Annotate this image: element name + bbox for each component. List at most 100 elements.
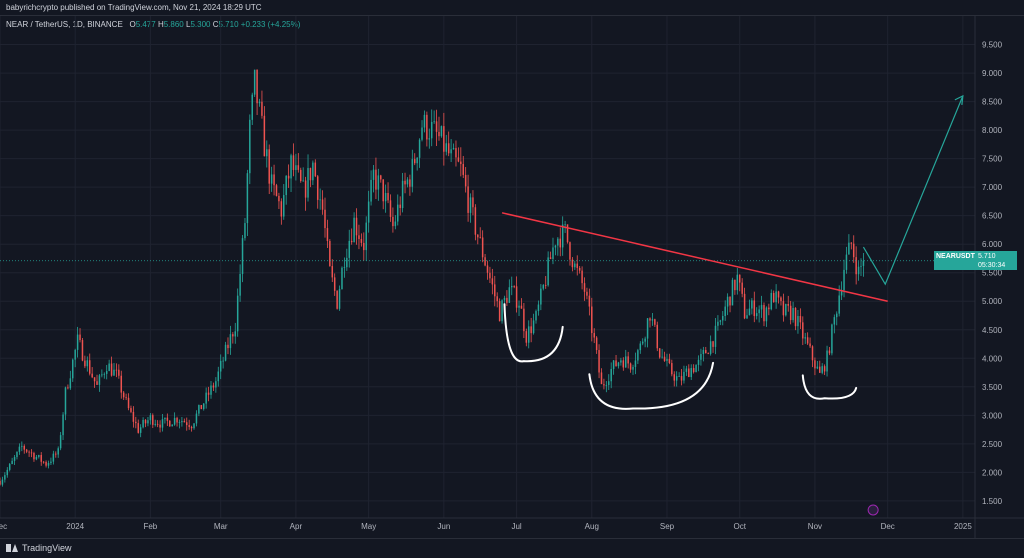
candle-body (658, 348, 661, 358)
candle-body (161, 419, 164, 428)
candle-body (445, 143, 448, 152)
price-tick-label: 8.000 (982, 126, 1003, 135)
candle-body (554, 245, 557, 248)
candle-body (564, 224, 566, 226)
candle-body (394, 221, 397, 227)
candle-body (719, 320, 722, 322)
candle-body (188, 425, 190, 427)
candle-body (772, 292, 775, 303)
candle-body (401, 180, 404, 209)
candle-body (193, 423, 195, 429)
candle-body (79, 334, 81, 341)
candle-body (38, 455, 40, 457)
candle-body (202, 403, 205, 410)
candle-body (840, 290, 843, 296)
candle-body (486, 265, 489, 273)
candle-body (714, 325, 717, 347)
candle-body (799, 316, 802, 323)
candle-body (768, 307, 770, 310)
candle-body (641, 341, 644, 344)
tradingview-logo[interactable]: TradingView (6, 543, 72, 553)
candle-body (409, 179, 411, 187)
candlesticks (0, 69, 865, 487)
candle-body (275, 185, 278, 196)
candle-body (797, 316, 799, 327)
candle-body (765, 307, 768, 322)
candle-body (316, 176, 319, 200)
candle-body (729, 296, 731, 306)
candle-body (96, 381, 98, 385)
candle-body (457, 157, 460, 162)
candle-body (312, 162, 314, 181)
symbol-title[interactable]: NEAR / TetherUS, 1D, BINANCE (6, 20, 123, 29)
candle-body (132, 411, 135, 422)
candle-body (540, 288, 542, 305)
time-tick-label: Jun (437, 522, 450, 531)
candle-body (717, 321, 719, 326)
candle-body (707, 353, 709, 355)
candle-body (748, 308, 751, 316)
candle-body (59, 435, 62, 449)
candle-body (806, 337, 809, 344)
candle-body (190, 426, 193, 429)
candle-body (304, 180, 307, 198)
candle-body (21, 445, 23, 447)
candle-body (654, 319, 656, 325)
candle-body (387, 193, 389, 201)
candle-body (16, 451, 18, 458)
candle-body (600, 372, 603, 385)
candle-body (775, 291, 777, 303)
candle-body (365, 222, 367, 251)
cup-pattern-curve (588, 361, 715, 410)
candle-body (0, 480, 1, 485)
candle-body (610, 368, 612, 382)
candle-body (836, 313, 838, 318)
candle-body (159, 424, 161, 428)
candle-body (513, 286, 515, 287)
candle-body (518, 305, 520, 308)
drawing-annotations (0, 94, 975, 516)
candle-body (156, 423, 159, 425)
candle-body (685, 368, 688, 372)
candle-body (249, 119, 251, 174)
candle-body (64, 387, 67, 415)
candle-body (169, 420, 171, 427)
candle-body (62, 414, 64, 436)
time-tick-label: Mar (214, 522, 228, 531)
candle-body (239, 273, 241, 296)
cup-pattern-curve (503, 303, 564, 363)
candle-body (474, 207, 477, 235)
candle-body (67, 387, 69, 389)
candle-body (222, 360, 224, 362)
candle-body (498, 301, 501, 322)
candle-body (814, 360, 816, 369)
currency-button[interactable]: USDT (977, 19, 1009, 35)
candle-body (404, 180, 406, 185)
time-tick-label: 2024 (66, 522, 84, 531)
candle-body (785, 303, 787, 316)
candle-body (615, 360, 617, 367)
candle-body (413, 159, 416, 164)
candle-body (130, 408, 132, 412)
candle-body (367, 201, 370, 223)
candle-body (278, 195, 280, 202)
time-tick-label: Dec (0, 522, 7, 531)
candle-body (819, 366, 821, 373)
candle-body (709, 341, 712, 354)
candle-body (33, 453, 35, 460)
candle-body (47, 462, 50, 466)
candle-body (147, 420, 149, 424)
close-label: C (212, 20, 219, 29)
candle-body (651, 319, 654, 321)
candle-body (13, 457, 16, 461)
candle-body (661, 356, 663, 358)
candle-body (258, 101, 261, 104)
candle-body (93, 377, 96, 382)
candle-body (503, 297, 506, 301)
candle-body (229, 334, 232, 349)
candle-body (268, 149, 270, 184)
candle-body (712, 341, 714, 347)
candle-body (624, 356, 627, 368)
candle-body (212, 385, 215, 388)
